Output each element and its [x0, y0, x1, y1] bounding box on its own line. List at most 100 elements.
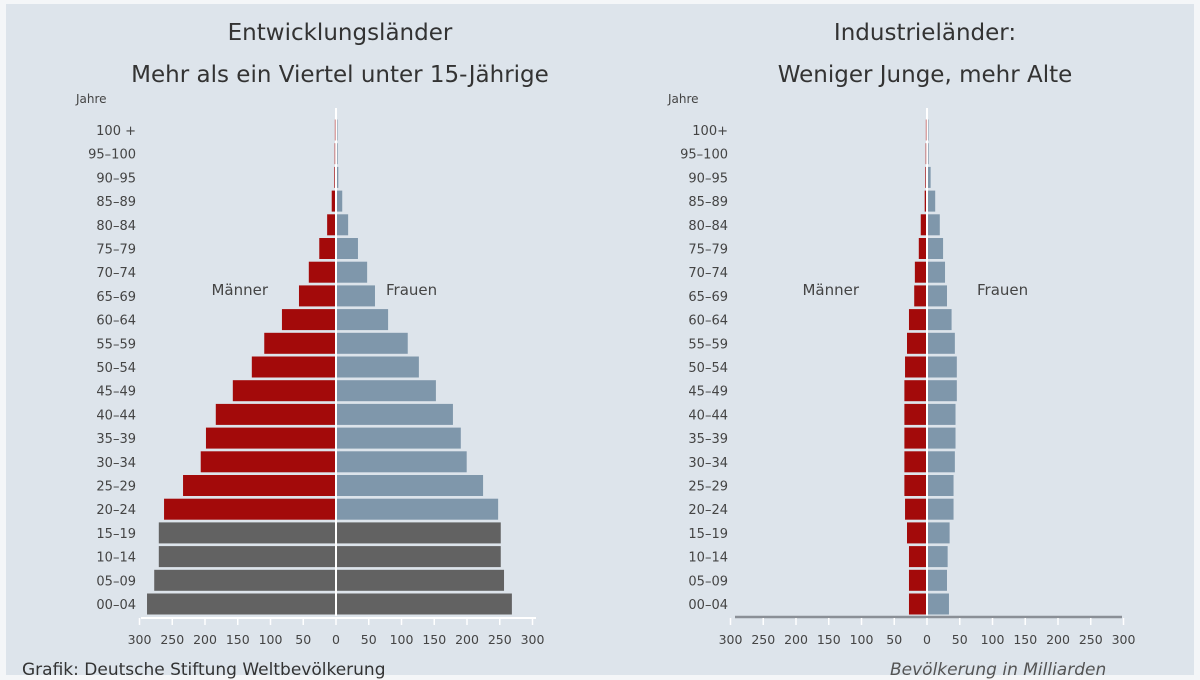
x-tick-label: 200 [455, 632, 479, 647]
female-bar [337, 166, 339, 188]
female-bar [928, 427, 956, 449]
y-tick-label: 50–54 [688, 361, 728, 376]
y-tick-label: 85–89 [688, 195, 728, 210]
chart-subtitle: Weniger Junge, mehr Alte [778, 62, 1073, 88]
male-bar [904, 451, 926, 473]
y-tick-label: 15–19 [96, 527, 136, 542]
female-bar [337, 522, 501, 544]
male-bar [154, 569, 335, 591]
male-bar [281, 309, 335, 331]
male-bar [914, 285, 926, 307]
female-bar [928, 380, 957, 402]
male-bar [164, 498, 335, 520]
x-tick-label: 100 [981, 632, 1005, 647]
y-tick-label: 05–09 [688, 574, 728, 589]
y-tick-label: 55–59 [96, 337, 136, 352]
male-bar [205, 427, 335, 449]
y-tick-label: 65–69 [688, 290, 728, 305]
y-tick-label: 40–44 [96, 408, 136, 423]
female-bar [928, 309, 952, 331]
male-bar [925, 143, 927, 165]
female-bar [337, 143, 338, 165]
male-bar [158, 522, 335, 544]
male-bar [308, 261, 335, 283]
y-tick-label: 30–34 [96, 456, 136, 471]
male-label: Männer [211, 281, 268, 299]
x-tick-label: 150 [1013, 632, 1037, 647]
female-bar [337, 475, 484, 496]
y-tick-label: 60–64 [96, 314, 136, 329]
female-bar [928, 332, 955, 354]
chart-subtitle: Mehr als ein Viertel unter 15-Jährige [131, 62, 549, 88]
male-bar [907, 332, 926, 354]
female-bar [337, 403, 453, 425]
male-bar [183, 475, 335, 496]
x-tick-label: 100 [390, 632, 414, 647]
unit-label: Bevölkerung in Milliarden [890, 660, 1107, 680]
y-tick-label: 10–14 [96, 551, 136, 566]
y-tick-label: 75–79 [688, 243, 728, 258]
x-tick-label: 300 [521, 632, 545, 647]
y-tick-label: 35–39 [96, 432, 136, 447]
x-tick-label: 150 [226, 632, 250, 647]
female-bar [928, 522, 950, 544]
chart-title: Entwicklungsländer [228, 20, 453, 46]
y-tick-label: 80–84 [96, 219, 136, 234]
y-tick-label: 45–49 [96, 385, 136, 400]
female-bar [928, 498, 954, 520]
female-bar [337, 261, 368, 283]
female-bar [928, 451, 955, 473]
male-bar [298, 285, 335, 307]
x-tick-label: 300 [128, 632, 152, 647]
male-bar [904, 403, 926, 425]
female-bar [337, 569, 505, 591]
y-tick-label: 15–19 [688, 527, 728, 542]
x-tick-label: 250 [1079, 632, 1103, 647]
female-bar [337, 190, 343, 212]
x-tick-label: 300 [1112, 632, 1136, 647]
y-tick-label: 55–59 [688, 337, 728, 352]
female-bar [928, 166, 931, 188]
female-bar [337, 546, 501, 568]
x-tick-label: 50 [361, 632, 377, 647]
y-tick-label: 35–39 [688, 432, 728, 447]
male-bar [925, 119, 927, 141]
x-tick-label: 50 [952, 632, 968, 647]
male-bar [908, 593, 926, 615]
female-bar [337, 285, 375, 307]
female-bar [337, 309, 389, 331]
y-tick-label: 75–79 [96, 243, 136, 258]
male-label: Männer [802, 281, 859, 299]
female-bar [337, 498, 499, 520]
x-tick-label: 50 [886, 632, 902, 647]
y-tick-label: 65–69 [96, 290, 136, 305]
source-credit: Grafik: Deutsche Stiftung Weltbevölkerun… [22, 660, 386, 680]
female-bar [928, 190, 936, 212]
y-tick-label: 70–74 [688, 266, 728, 281]
y-tick-label: 100 + [96, 124, 136, 139]
x-tick-label: 250 [751, 632, 775, 647]
male-bar [147, 593, 335, 615]
female-bar [928, 403, 956, 425]
female-bar [337, 238, 358, 259]
male-bar [908, 309, 926, 331]
female-bar [337, 214, 349, 236]
x-tick-label: 150 [422, 632, 446, 647]
y-tick-label: 20–24 [688, 503, 728, 518]
female-bar [337, 451, 467, 473]
y-tick-label: 60–64 [688, 314, 728, 329]
x-tick-label: 150 [817, 632, 841, 647]
female-bar [928, 143, 929, 165]
female-bar [928, 593, 949, 615]
female-bar [928, 214, 940, 236]
x-tick-label: 50 [295, 632, 311, 647]
male-bar [264, 332, 335, 354]
female-bar [337, 119, 338, 141]
y-tick-label: 95–100 [88, 148, 136, 163]
x-tick-label: 0 [923, 632, 931, 647]
y-tick-label: 20–24 [96, 503, 136, 518]
female-label: Frauen [977, 281, 1028, 299]
female-bar [928, 261, 946, 283]
male-bar [215, 403, 335, 425]
